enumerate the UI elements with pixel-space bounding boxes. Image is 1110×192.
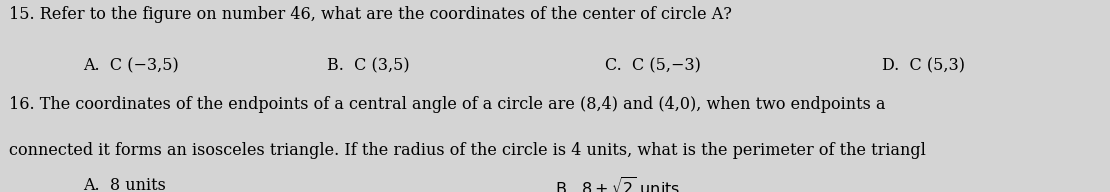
- Text: 15. Refer to the figure on number 46, what are the coordinates of the center of : 15. Refer to the figure on number 46, wh…: [9, 6, 731, 23]
- Text: D.  C (5,3): D. C (5,3): [882, 58, 966, 75]
- Text: B.  C (3,5): B. C (3,5): [327, 58, 410, 75]
- Text: A.  C (−3,5): A. C (−3,5): [83, 58, 179, 75]
- Text: A.  8 units: A. 8 units: [83, 177, 166, 192]
- Text: 16. The coordinates of the endpoints of a central angle of a circle are (8,4) an: 16. The coordinates of the endpoints of …: [9, 96, 886, 113]
- Text: connected it forms an isosceles triangle. If the radius of the circle is 4 units: connected it forms an isosceles triangle…: [9, 142, 926, 159]
- Text: B.  $8 + \sqrt{2}$ units: B. $8 + \sqrt{2}$ units: [555, 177, 680, 192]
- Text: C.  C (5,−3): C. C (5,−3): [605, 58, 700, 75]
